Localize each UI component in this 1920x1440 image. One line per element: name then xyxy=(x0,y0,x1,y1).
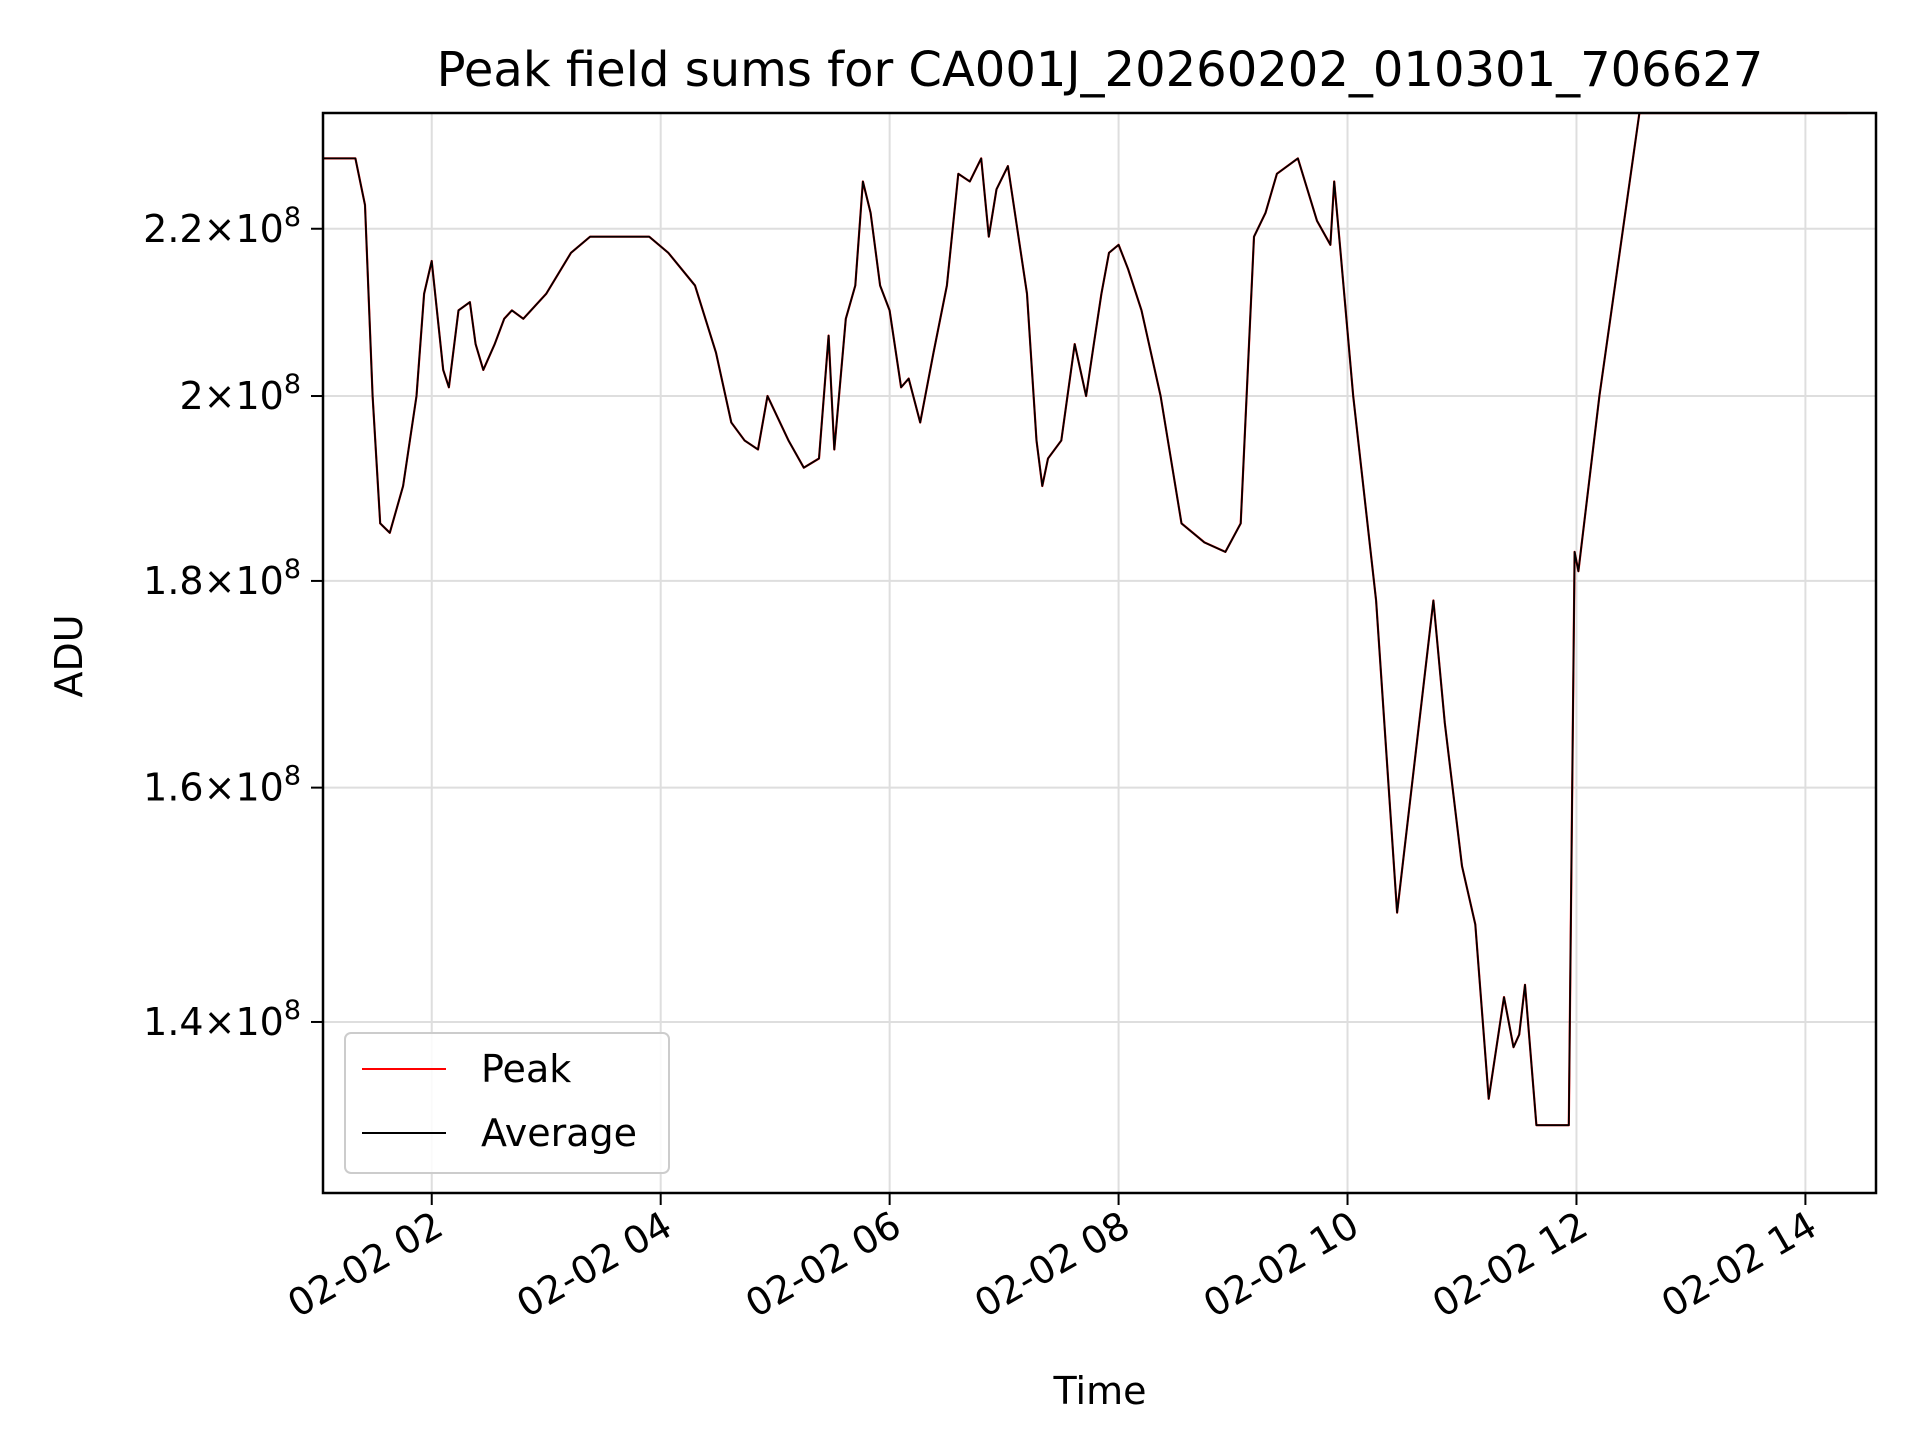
chart-title: Peak field sums for CA001J_20260202_0103… xyxy=(437,42,1764,98)
legend-label-peak: Peak xyxy=(481,1047,571,1091)
y-axis-label: ADU xyxy=(47,614,91,697)
y-tick-label: 2.2×108 xyxy=(143,202,301,251)
series-line-average xyxy=(323,113,1848,1127)
series-group xyxy=(323,113,1848,1127)
legend: Peak Average xyxy=(344,1032,670,1174)
x-axis-label: Time xyxy=(1053,1369,1147,1413)
y-axis: 1.4×108 1.6×108 1.8×108 2×108 2.2×108 xyxy=(143,202,323,1044)
legend-label-average: Average xyxy=(481,1111,637,1155)
grid xyxy=(323,113,1876,1193)
y-tick-label: 1.4×108 xyxy=(143,995,301,1044)
plot-frame xyxy=(321,111,1878,1195)
y-tick-label: 1.8×108 xyxy=(143,554,301,603)
y-tick-label: 2×108 xyxy=(179,369,301,418)
y-tick-label: 1.6×108 xyxy=(143,761,301,810)
